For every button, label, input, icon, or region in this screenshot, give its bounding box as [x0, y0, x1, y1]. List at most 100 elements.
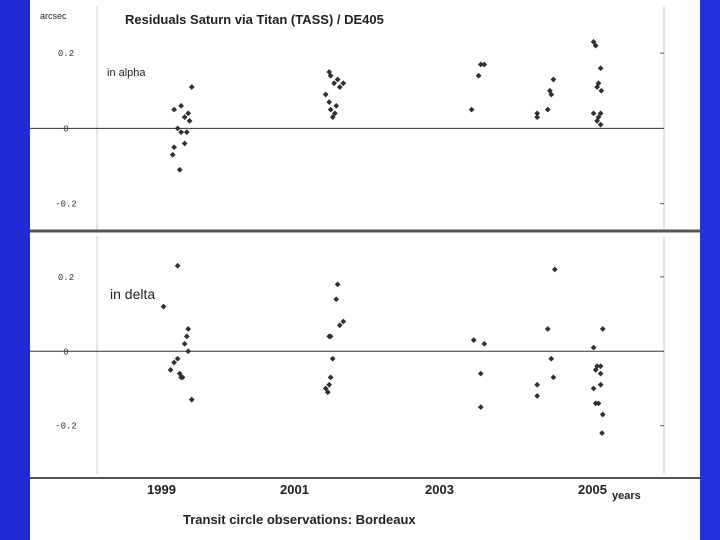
- data-point-delta: [174, 355, 181, 362]
- data-point-alpha: [590, 110, 597, 117]
- data-point-delta: [340, 318, 347, 325]
- data-point-alpha: [334, 76, 341, 83]
- data-point-alpha: [333, 103, 340, 109]
- y-tick-label-delta: 0: [63, 347, 68, 357]
- x-tick-1999: 1999: [147, 482, 176, 497]
- data-point-delta: [597, 363, 604, 369]
- chart-title: Residuals Saturn via Titan (TASS) / DE40…: [125, 12, 384, 27]
- data-point-delta: [534, 393, 540, 399]
- data-point-delta: [181, 341, 188, 347]
- data-point-alpha: [592, 42, 599, 49]
- data-point-alpha: [331, 80, 337, 87]
- data-point-delta: [326, 381, 333, 388]
- x-tick-2003: 2003: [425, 482, 454, 497]
- x-axis-label: years: [612, 490, 641, 502]
- data-point-alpha: [550, 76, 557, 83]
- data-point-delta: [599, 326, 606, 332]
- data-point-delta: [595, 400, 602, 407]
- data-point-alpha: [185, 110, 192, 117]
- scanned-figure-sheet: [30, 0, 700, 540]
- data-point-delta: [329, 355, 336, 362]
- data-point-alpha: [598, 87, 605, 94]
- x-tick-2005: 2005: [578, 482, 607, 497]
- data-point-alpha: [178, 129, 184, 135]
- data-point-alpha: [174, 125, 181, 132]
- data-point-delta: [327, 374, 334, 381]
- y-tick-label-alpha: -0.2: [55, 200, 77, 210]
- unit-label: arcsec: [40, 11, 67, 21]
- data-point-alpha: [475, 72, 482, 79]
- y-tick-label-delta: -0.2: [55, 422, 77, 432]
- data-point-delta: [590, 385, 597, 392]
- data-point-alpha: [597, 121, 604, 128]
- data-point-delta: [470, 337, 477, 343]
- data-point-delta: [333, 296, 340, 303]
- data-point-alpha: [178, 103, 184, 109]
- data-point-alpha: [171, 144, 177, 151]
- panel-label-alpha: in alpha: [107, 67, 146, 79]
- data-point-delta: [597, 370, 604, 377]
- data-point-alpha: [186, 118, 193, 124]
- data-point-delta: [185, 326, 192, 332]
- data-point-alpha: [327, 106, 334, 113]
- y-tick-label-alpha: 0.2: [58, 49, 74, 59]
- data-point-alpha: [169, 151, 176, 158]
- data-point-alpha: [597, 65, 604, 72]
- data-point-alpha: [332, 110, 338, 117]
- data-point-delta: [327, 333, 334, 340]
- data-point-alpha: [534, 114, 540, 120]
- data-point-alpha: [188, 84, 195, 90]
- data-point-delta: [597, 381, 604, 388]
- data-point-alpha: [597, 110, 604, 117]
- data-point-alpha: [594, 118, 600, 124]
- data-point-alpha: [594, 84, 600, 90]
- data-point-delta: [334, 281, 341, 288]
- data-point-delta: [188, 396, 195, 403]
- data-point-delta: [477, 404, 484, 410]
- data-point-delta: [167, 367, 174, 373]
- data-point-alpha: [183, 129, 190, 135]
- data-point-alpha: [468, 106, 475, 113]
- data-point-alpha: [590, 39, 597, 45]
- data-point-alpha: [171, 106, 177, 113]
- data-point-alpha: [340, 80, 347, 87]
- data-point-alpha: [181, 114, 188, 120]
- figure-caption: Transit circle observations: Bordeaux: [183, 512, 416, 527]
- data-point-delta: [160, 303, 167, 310]
- data-point-delta: [324, 389, 331, 396]
- data-point-alpha: [176, 166, 183, 173]
- data-point-alpha: [329, 114, 336, 120]
- data-point-delta: [550, 374, 557, 381]
- data-point-alpha: [322, 91, 329, 98]
- data-point-delta: [481, 341, 488, 347]
- data-point-delta: [548, 355, 555, 362]
- data-point-delta: [179, 374, 186, 381]
- data-point-alpha: [481, 61, 488, 68]
- data-point-delta: [599, 430, 605, 436]
- data-point-delta: [534, 381, 540, 388]
- data-point-alpha: [327, 72, 334, 79]
- data-point-delta: [322, 385, 329, 392]
- data-point-alpha: [544, 106, 551, 113]
- y-tick-label-delta: 0.2: [58, 273, 74, 283]
- data-point-delta: [599, 411, 606, 418]
- data-point-alpha: [548, 91, 555, 98]
- data-point-delta: [171, 359, 177, 366]
- right-border-strip: [700, 0, 720, 540]
- panel-label-delta: in delta: [110, 286, 155, 302]
- data-point-delta: [544, 326, 551, 332]
- data-point-delta: [183, 333, 190, 340]
- y-tick-label-alpha: 0: [63, 124, 68, 134]
- data-point-alpha: [181, 140, 188, 147]
- data-point-delta: [590, 344, 597, 351]
- data-point-alpha: [326, 99, 333, 105]
- data-point-delta: [551, 266, 558, 273]
- data-point-alpha: [336, 84, 343, 90]
- data-point-delta: [174, 262, 181, 269]
- data-point-delta: [185, 348, 192, 355]
- data-point-delta: [477, 370, 484, 377]
- data-point-delta: [592, 367, 599, 373]
- data-point-delta: [336, 322, 343, 329]
- x-tick-2001: 2001: [280, 482, 309, 497]
